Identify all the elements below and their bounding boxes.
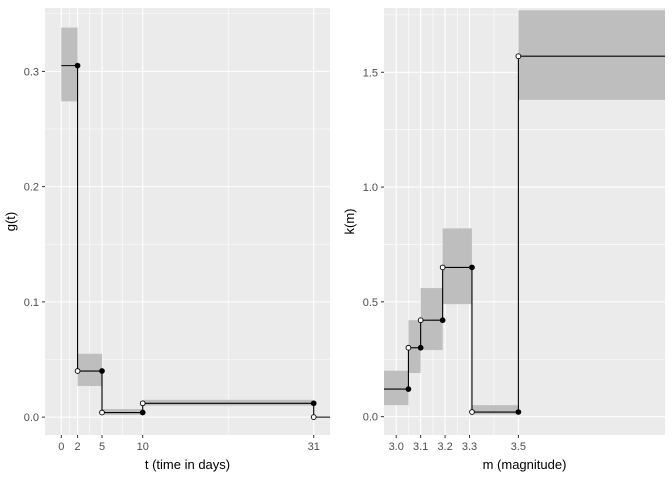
step-point-filled [439,317,446,324]
x-tick-label: 0 [58,441,64,453]
confidence-band [408,320,421,374]
step-point-open [515,53,522,60]
x-tick-label: 2 [75,441,81,453]
y-tick-label: 0.5 [363,297,378,309]
left-confidence-bands [61,27,314,415]
step-point-open [469,409,475,415]
confidence-band [471,405,519,415]
left-x-axis-ticks: 0 2 5 10 31 [58,435,320,453]
step-point-filled [469,264,475,271]
confidence-band [61,27,78,102]
right-step-points [405,53,522,415]
y-tick-label: 1.0 [363,182,378,194]
step-point-open [405,344,412,351]
left-step-points [74,62,317,420]
right-confidence-bands [384,10,665,415]
right-y-axis-ticks: 0.0 0.5 1.0 1.5 [363,67,384,424]
x-tick-label: 3.5 [511,441,526,453]
step-point-open [99,409,105,416]
right-step-lines [384,55,665,413]
right-y-axis-title: k(m) [342,209,357,235]
confidence-band [442,228,472,305]
right-x-axis-title: m (magnitude) [483,457,567,472]
left-x-axis-title: t (time in days) [145,457,230,472]
confidence-band [102,409,143,415]
right-chart-panel: 3.0 3.1 3.2 3.3 3.5 0.0 0.5 1.0 1.5 m (magnitud… [342,8,665,472]
step-point-open [310,414,317,420]
step-point-open [139,400,146,407]
y-tick-label: 0.2 [24,182,39,194]
step-point-open [417,317,424,324]
step-point-filled [99,368,105,374]
step-point-open [439,264,446,271]
step-point-filled [74,62,81,69]
y-tick-label: 0.3 [24,66,39,78]
confidence-band [142,399,314,406]
confidence-band [518,10,665,100]
confidence-band [420,288,443,351]
y-tick-label: 0.0 [24,412,39,424]
step-point-open [74,368,81,374]
y-tick-label: 0.0 [363,412,378,424]
step-point-filled [515,409,522,415]
step-point-filled [417,344,424,351]
step-point-filled [310,400,317,407]
x-tick-label: 31 [308,441,320,453]
x-tick-label: 10 [137,441,149,453]
left-chart-panel: 0 2 5 10 31 0.0 0.1 0.2 0.3 t (time in days) g(… [3,8,330,472]
step-point-filled [405,386,412,392]
x-tick-label: 3.3 [462,441,477,453]
step-point-filled [139,409,146,416]
confidence-band [77,353,102,387]
x-tick-label: 3.1 [413,441,428,453]
x-tick-label: 3.0 [389,441,404,453]
left-y-axis-ticks: 0.0 0.1 0.2 0.3 [24,66,45,424]
y-tick-label: 1.5 [363,67,378,79]
x-tick-label: 3.2 [437,441,452,453]
confidence-band [384,370,409,406]
x-tick-label: 5 [99,441,105,453]
right-x-axis-ticks: 3.0 3.1 3.2 3.3 3.5 [389,435,526,453]
left-y-axis-title: g(t) [3,212,18,232]
y-tick-label: 0.1 [24,297,39,309]
